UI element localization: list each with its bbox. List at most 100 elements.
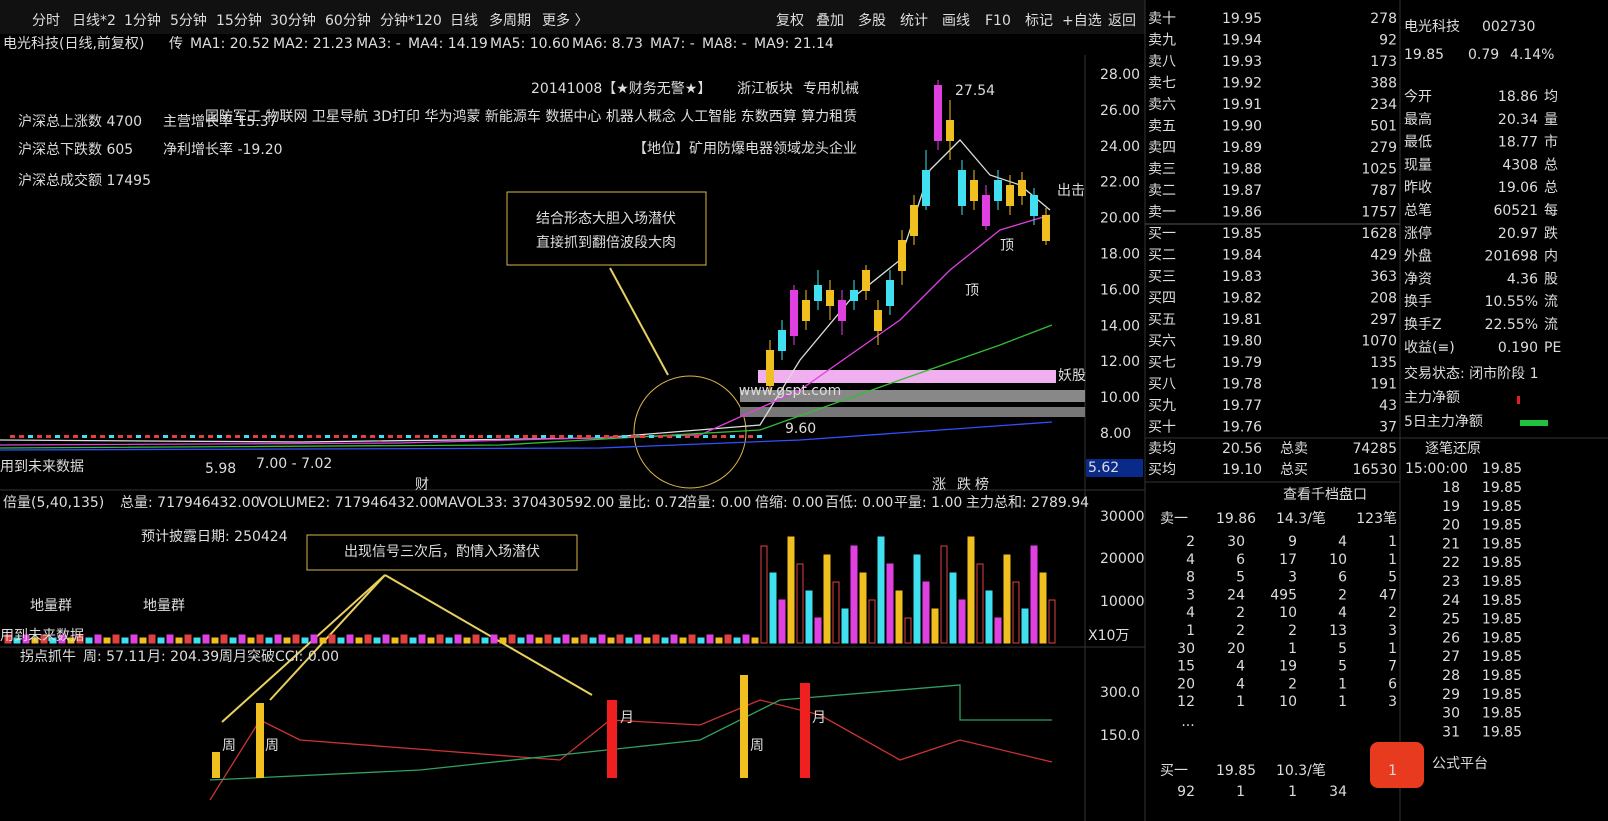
volume-bar xyxy=(922,581,930,644)
volume-header: 平量: 1.00 xyxy=(894,495,962,511)
volume-bar xyxy=(823,554,831,644)
volume-bar xyxy=(571,637,579,644)
depth-cell: 15 xyxy=(1177,659,1195,675)
toolbar-item[interactable]: 多周期 xyxy=(489,12,531,29)
candle xyxy=(217,435,222,438)
toolbar-item[interactable]: 叠加 xyxy=(816,13,844,29)
label: 跌 xyxy=(1544,226,1558,242)
candle xyxy=(55,435,60,438)
label: 预计披露日期: 250424 xyxy=(141,529,288,545)
tick-price: 19.85 xyxy=(1482,630,1522,646)
tick-time: 24 xyxy=(1442,593,1460,609)
candle xyxy=(946,120,954,141)
volume-bar xyxy=(472,634,480,644)
label: 4.14% xyxy=(1510,47,1554,63)
toolbar-item[interactable]: 分时 xyxy=(32,13,60,29)
indicator-header: 周月突破CCI: 0.00 xyxy=(219,649,339,665)
tick-time: 26 xyxy=(1442,630,1460,646)
toolbar-item[interactable]: 更多 〉 xyxy=(542,12,588,29)
toolbar-item[interactable]: F10 xyxy=(985,13,1011,29)
candle xyxy=(613,435,618,438)
label: 地量群 xyxy=(30,598,72,614)
candle xyxy=(568,435,573,438)
label: 每 xyxy=(1544,203,1558,219)
label: 净资 xyxy=(1404,271,1432,287)
volume-bar xyxy=(580,634,588,644)
toolbar-item[interactable]: 30分钟 xyxy=(270,12,316,29)
label: 14.3/笔 xyxy=(1276,511,1326,527)
volume-bar xyxy=(49,637,57,644)
depth-cell: 19 xyxy=(1279,659,1297,675)
volume-bar xyxy=(850,545,858,644)
label: 内 xyxy=(1544,249,1558,265)
candle xyxy=(694,435,699,438)
toolbar-item[interactable]: +自选 xyxy=(1062,13,1102,29)
candle xyxy=(496,435,501,438)
candle xyxy=(826,290,834,306)
depth-link[interactable]: 查看千档盘口 xyxy=(1283,486,1367,503)
toolbar-item[interactable]: 日线*2 xyxy=(72,13,116,29)
y-tick-label: 20000 xyxy=(1100,551,1145,567)
label: 15:00:00 xyxy=(1405,461,1468,477)
toolbar-item[interactable]: 60分钟 xyxy=(325,12,371,29)
label: 10.55% xyxy=(1485,294,1538,310)
book-price: 19.86 xyxy=(1222,205,1262,221)
toolbar-item[interactable]: 日线 xyxy=(450,13,478,29)
toolbar-item[interactable]: 统计 xyxy=(900,13,928,29)
toolbar-item[interactable]: 5分钟 xyxy=(170,12,207,29)
candle xyxy=(685,435,690,438)
label: 顶 xyxy=(1000,238,1014,254)
candle xyxy=(604,435,609,438)
y-tick-label: 20.00 xyxy=(1100,211,1140,227)
y-tick-label: 24.00 xyxy=(1100,139,1140,155)
tick-time: 28 xyxy=(1442,668,1460,684)
label: 买一 xyxy=(1160,763,1188,779)
candle xyxy=(361,435,366,438)
label: ... xyxy=(1181,714,1194,730)
toolbar-item[interactable]: 复权 xyxy=(776,12,804,29)
candle xyxy=(46,435,51,438)
volume-bar xyxy=(1012,581,1020,644)
volume-bar xyxy=(22,634,30,644)
book-price: 19.88 xyxy=(1222,162,1262,178)
toolbar-item[interactable]: 标记 xyxy=(1025,13,1053,29)
volume-bar xyxy=(256,634,264,644)
volume-bar xyxy=(499,637,507,644)
toolbar-item[interactable]: 多股 xyxy=(858,12,886,29)
candle xyxy=(28,435,33,438)
book-label: 卖四 xyxy=(1148,140,1176,156)
candle xyxy=(1006,185,1014,206)
toolbar-item[interactable]: 画线 xyxy=(942,13,970,29)
volume-bar xyxy=(373,637,381,644)
book-price: 19.90 xyxy=(1222,119,1262,135)
candle xyxy=(1018,180,1026,196)
volume-bar xyxy=(400,634,408,644)
candle xyxy=(145,435,150,438)
book-label: 买二 xyxy=(1148,248,1176,264)
book-price: 19.80 xyxy=(1222,334,1262,350)
candle xyxy=(958,170,966,206)
depth-cell: 1 xyxy=(1288,641,1297,657)
toolbar-item[interactable]: 返回 xyxy=(1108,13,1136,29)
toolbar-item[interactable]: 1分钟 xyxy=(124,12,161,29)
signal-label: 月 xyxy=(620,710,634,726)
label: 买均 xyxy=(1148,462,1176,478)
book-label: 卖五 xyxy=(1148,119,1176,135)
volume-bar xyxy=(805,590,813,644)
toolbar-item[interactable]: 15分钟 xyxy=(216,12,262,29)
candle xyxy=(586,435,591,438)
toolbar-item[interactable]: 分钟*120 xyxy=(380,12,442,29)
y-tick-label: 26.00 xyxy=(1100,103,1140,119)
volume-bar xyxy=(4,634,12,644)
volume-bar xyxy=(1030,545,1038,644)
volume-bar xyxy=(994,617,1002,644)
volume-bar xyxy=(526,634,534,644)
depth-cell: 5 xyxy=(1388,570,1397,586)
depth-cell: 9 xyxy=(1288,534,1297,550)
indicator-header: 拐点抓牛 xyxy=(20,649,76,665)
candle xyxy=(667,435,672,438)
candle xyxy=(934,85,942,141)
indicator-header: 周: 57.11 xyxy=(83,649,146,665)
book-price: 19.95 xyxy=(1222,11,1262,27)
label: 27.54 xyxy=(955,83,995,99)
